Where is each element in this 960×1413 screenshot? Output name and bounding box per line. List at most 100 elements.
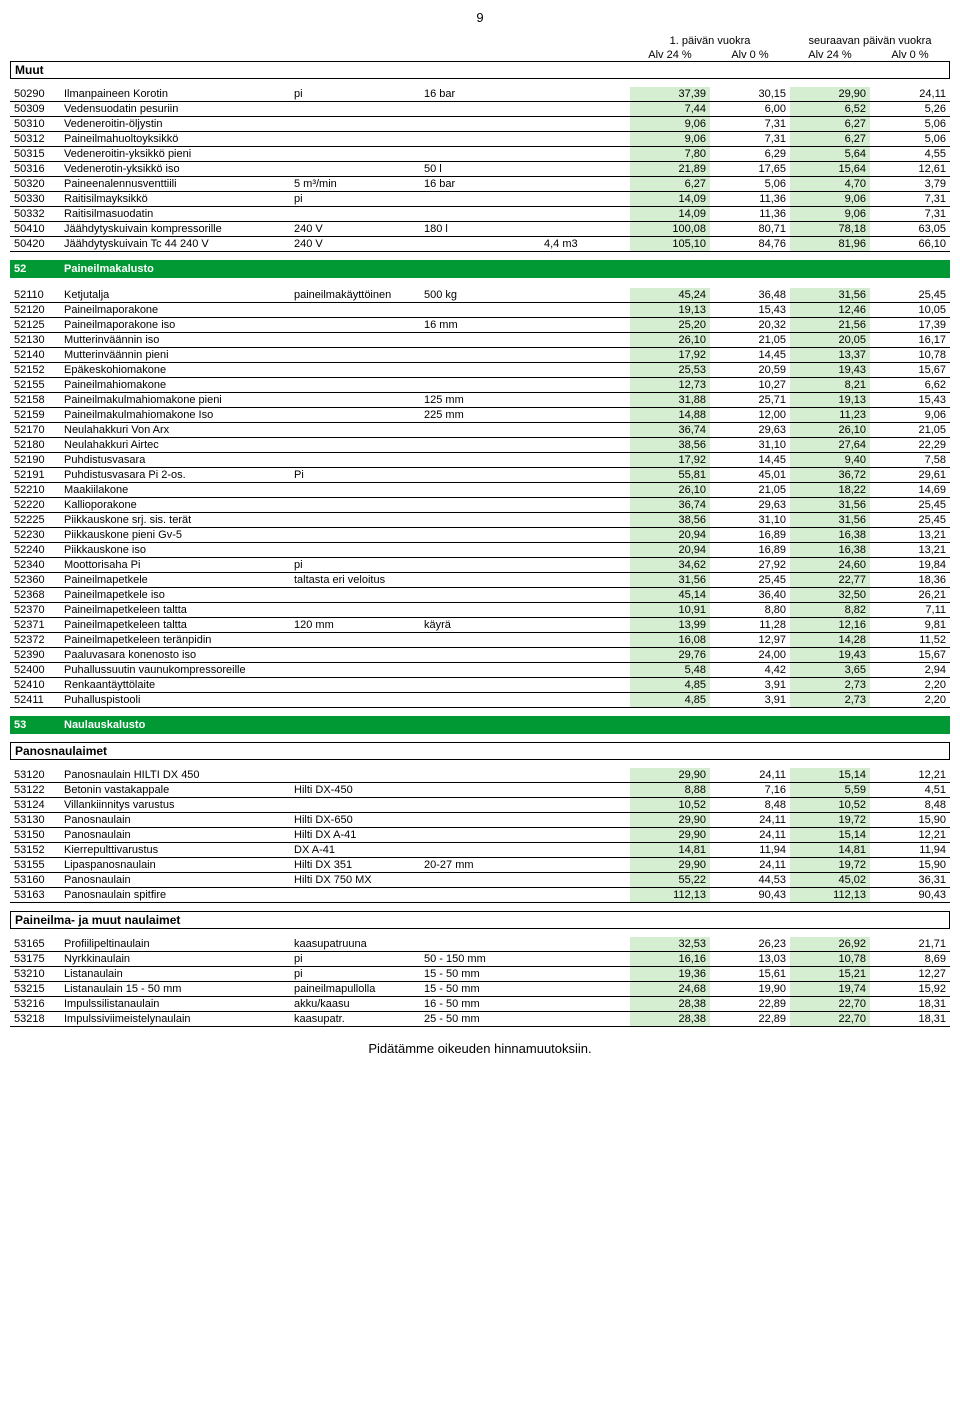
cell-v3: 19,74	[790, 982, 870, 997]
cell-v4: 11,52	[870, 633, 950, 648]
cell-name: Puhdistusvasara Pi 2-os.	[60, 468, 290, 483]
cell-v4: 2,20	[870, 693, 950, 708]
table-52: 52110Ketjutaljapaineilmakäyttöinen500 kg…	[10, 288, 950, 708]
cell-c3	[290, 603, 420, 618]
cell-name: Paineilmapetkeleen taltta	[60, 618, 290, 633]
cell-name: Panosnaulain HILTI DX 450	[60, 768, 290, 783]
cell-name: Panosnaulain	[60, 828, 290, 843]
cell-name: Paineilmapetkeleen taltta	[60, 603, 290, 618]
cell-name: Listanaulain 15 - 50 mm	[60, 982, 290, 997]
cell-name: Vedeneroitin-yksikkö pieni	[60, 147, 290, 162]
cell-v4: 10,05	[870, 303, 950, 318]
cell-c5	[540, 588, 630, 603]
cell-v2: 84,76	[710, 237, 790, 252]
cell-v4: 66,10	[870, 237, 950, 252]
cell-c3	[290, 162, 420, 177]
cell-name: Profiilipeltinaulain	[60, 937, 290, 952]
table-row: 52372Paineilmapetkeleen teränpidin16,081…	[10, 633, 950, 648]
cell-v2: 26,23	[710, 937, 790, 952]
cell-v2: 6,29	[710, 147, 790, 162]
header-group1: 1. päivän vuokra	[630, 35, 790, 47]
cell-v4: 5,06	[870, 132, 950, 147]
cell-c3	[290, 102, 420, 117]
cell-c3: pi	[290, 967, 420, 982]
cell-c3	[290, 363, 420, 378]
cell-c5	[540, 207, 630, 222]
cell-code: 52371	[10, 618, 60, 633]
cell-v3: 8,21	[790, 378, 870, 393]
cell-name: Paineenalennusventtiili	[60, 177, 290, 192]
cell-c4: käyrä	[420, 618, 540, 633]
cell-v3: 45,02	[790, 873, 870, 888]
cell-v1: 29,90	[630, 858, 710, 873]
cell-c4: 180 l	[420, 222, 540, 237]
cell-c5	[540, 783, 630, 798]
table-row: 52411Puhalluspistooli4,853,912,732,20	[10, 693, 950, 708]
cell-c4	[420, 648, 540, 663]
cell-code: 53122	[10, 783, 60, 798]
cell-c5	[540, 468, 630, 483]
cell-c5	[540, 162, 630, 177]
cell-c5	[540, 982, 630, 997]
table-row: 53160PanosnaulainHilti DX 750 MX55,2244,…	[10, 873, 950, 888]
cell-v4: 12,61	[870, 162, 950, 177]
cell-name: Paineilmaporakone iso	[60, 318, 290, 333]
cell-v1: 6,27	[630, 177, 710, 192]
cell-c4	[420, 207, 540, 222]
table-row: 52410Renkaantäyttölaite4,853,912,732,20	[10, 678, 950, 693]
cell-v2: 5,06	[710, 177, 790, 192]
cell-c5: 4,4 m3	[540, 237, 630, 252]
cell-code: 52220	[10, 498, 60, 513]
cell-name: Neulahakkuri Von Arx	[60, 423, 290, 438]
cell-c3	[290, 543, 420, 558]
table-row: 53215Listanaulain 15 - 50 mmpaineilmapul…	[10, 982, 950, 997]
cell-v2: 4,42	[710, 663, 790, 678]
cell-c3: paineilmakäyttöinen	[290, 288, 420, 303]
cell-v2: 10,27	[710, 378, 790, 393]
cell-c3	[290, 498, 420, 513]
cell-v3: 22,70	[790, 1012, 870, 1027]
cell-v2: 20,59	[710, 363, 790, 378]
cell-v4: 7,31	[870, 207, 950, 222]
cell-v3: 112,13	[790, 888, 870, 903]
cell-c4	[420, 378, 540, 393]
cell-v3: 12,46	[790, 303, 870, 318]
cell-v1: 45,14	[630, 588, 710, 603]
cell-v1: 24,68	[630, 982, 710, 997]
cell-code: 50332	[10, 207, 60, 222]
cell-c5	[540, 192, 630, 207]
cell-v3: 10,78	[790, 952, 870, 967]
cell-v3: 19,43	[790, 363, 870, 378]
table-row: 50315Vedeneroitin-yksikkö pieni7,806,295…	[10, 147, 950, 162]
cell-v2: 8,48	[710, 798, 790, 813]
cell-v2: 17,65	[710, 162, 790, 177]
section53-code: 53	[10, 716, 60, 734]
table-row: 52340Moottorisaha Pipi34,6227,9224,6019,…	[10, 558, 950, 573]
cell-v2: 29,63	[710, 423, 790, 438]
cell-v3: 19,13	[790, 393, 870, 408]
table-row: 50310Vedeneroitin-öljystin9,067,316,275,…	[10, 117, 950, 132]
cell-c5	[540, 498, 630, 513]
table-row: 50330Raitisilmayksikköpi14,0911,369,067,…	[10, 192, 950, 207]
cell-v1: 7,80	[630, 147, 710, 162]
cell-c4: 125 mm	[420, 393, 540, 408]
cell-c5	[540, 997, 630, 1012]
cell-v4: 90,43	[870, 888, 950, 903]
cell-c5	[540, 378, 630, 393]
table-row: 52170Neulahakkuri Von Arx36,7429,6326,10…	[10, 423, 950, 438]
cell-v2: 15,61	[710, 967, 790, 982]
cell-v3: 26,92	[790, 937, 870, 952]
cell-code: 52230	[10, 528, 60, 543]
cell-code: 50312	[10, 132, 60, 147]
cell-v3: 16,38	[790, 543, 870, 558]
cell-c5	[540, 828, 630, 843]
cell-v3: 2,73	[790, 678, 870, 693]
cell-c4: 15 - 50 mm	[420, 967, 540, 982]
cell-name: Villankiinnitys varustus	[60, 798, 290, 813]
cell-v4: 8,69	[870, 952, 950, 967]
table-row: 52390Paaluvasara konenosto iso29,7624,00…	[10, 648, 950, 663]
cell-v4: 12,21	[870, 828, 950, 843]
table-row: 52240Piikkauskone iso20,9416,8916,3813,2…	[10, 543, 950, 558]
cell-v3: 5,64	[790, 147, 870, 162]
cell-code: 53160	[10, 873, 60, 888]
